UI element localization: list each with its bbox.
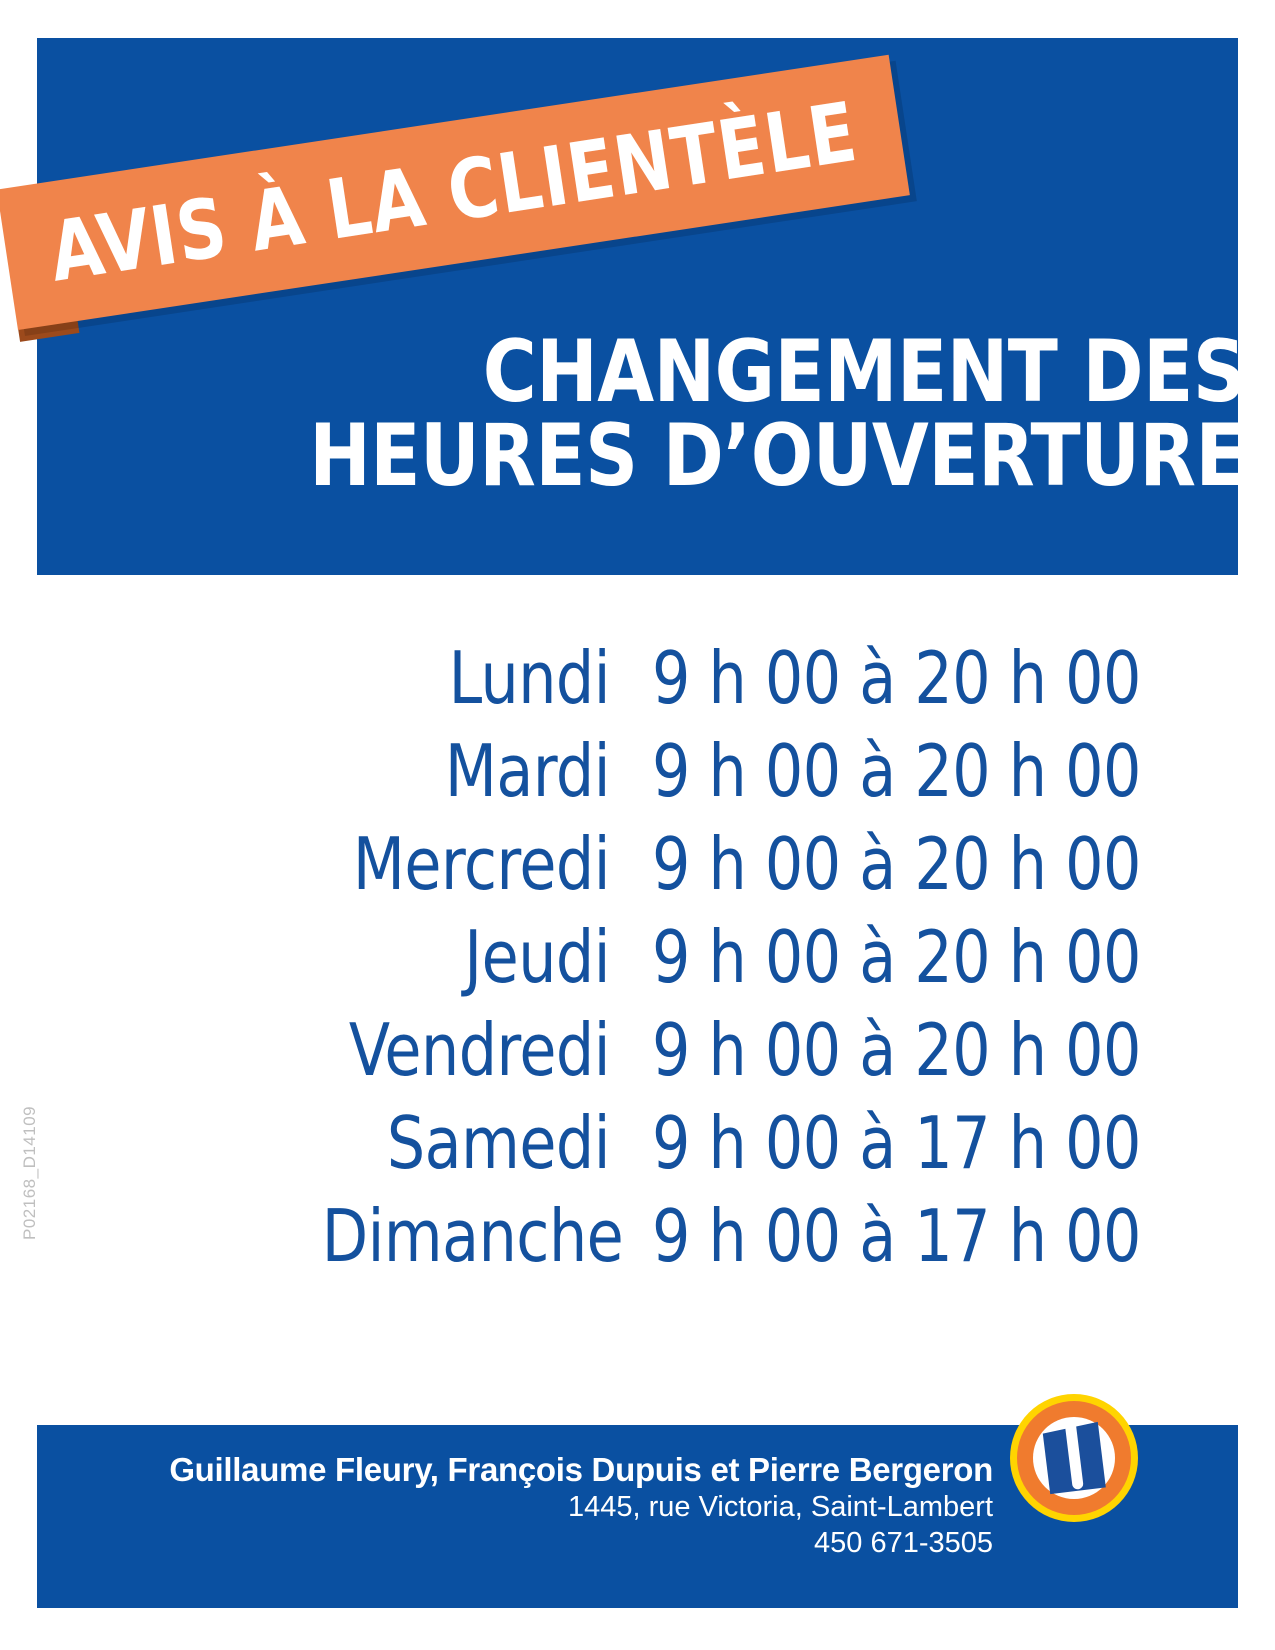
schedule-hours: 9 h 00 à 17 h 00 <box>652 1101 1141 1185</box>
schedule-day: Mardi <box>444 729 611 813</box>
footer-phone: 450 671-3505 <box>814 1526 993 1559</box>
footer-address: 1445, rue Victoria, Saint-Lambert <box>567 1490 993 1523</box>
schedule-hours: 9 h 00 à 20 h 00 <box>652 1008 1141 1092</box>
schedule-hours: 9 h 00 à 20 h 00 <box>652 636 1141 720</box>
table-row: Samedi 9 h 00 à 17 h 00 <box>0 1101 1275 1194</box>
schedule-hours: 9 h 00 à 20 h 00 <box>652 915 1141 999</box>
schedule-day: Mercredi <box>352 822 611 906</box>
page-title-line-2: HEURES D’OUVERTURE <box>308 406 1246 507</box>
table-row: Mercredi 9 h 00 à 20 h 00 <box>0 822 1275 915</box>
page-title: CHANGEMENT DES HEURES D’OUVERTURE <box>260 322 1246 507</box>
schedule-hours: 9 h 00 à 20 h 00 <box>652 729 1141 813</box>
table-row: Mardi 9 h 00 à 20 h 00 <box>0 729 1275 822</box>
schedule-day: Vendredi <box>348 1008 611 1092</box>
page-title-line-1: CHANGEMENT DES <box>482 322 1245 422</box>
footer-contact-block: Guillaume Fleury, François Dupuis et Pie… <box>137 1451 993 1559</box>
schedule-day: Dimanche <box>321 1194 624 1278</box>
opening-hours-table: Lundi 9 h 00 à 20 h 00 Mardi 9 h 00 à 20… <box>0 636 1275 1287</box>
uniprix-logo-icon <box>1008 1392 1140 1524</box>
schedule-day: Jeudi <box>464 915 610 999</box>
schedule-hours: 9 h 00 à 20 h 00 <box>652 822 1141 906</box>
schedule-day: Lundi <box>448 636 611 720</box>
table-row: Lundi 9 h 00 à 20 h 00 <box>0 636 1275 729</box>
table-row: Jeudi 9 h 00 à 20 h 00 <box>0 915 1275 1008</box>
schedule-hours: 9 h 00 à 17 h 00 <box>652 1194 1141 1278</box>
schedule-day: Samedi <box>386 1101 611 1185</box>
reference-code: P02168_D14109 <box>20 1105 39 1240</box>
footer-owners: Guillaume Fleury, François Dupuis et Pie… <box>169 1451 993 1488</box>
table-row: Dimanche 9 h 00 à 17 h 00 <box>0 1194 1275 1287</box>
table-row: Vendredi 9 h 00 à 20 h 00 <box>0 1008 1275 1101</box>
